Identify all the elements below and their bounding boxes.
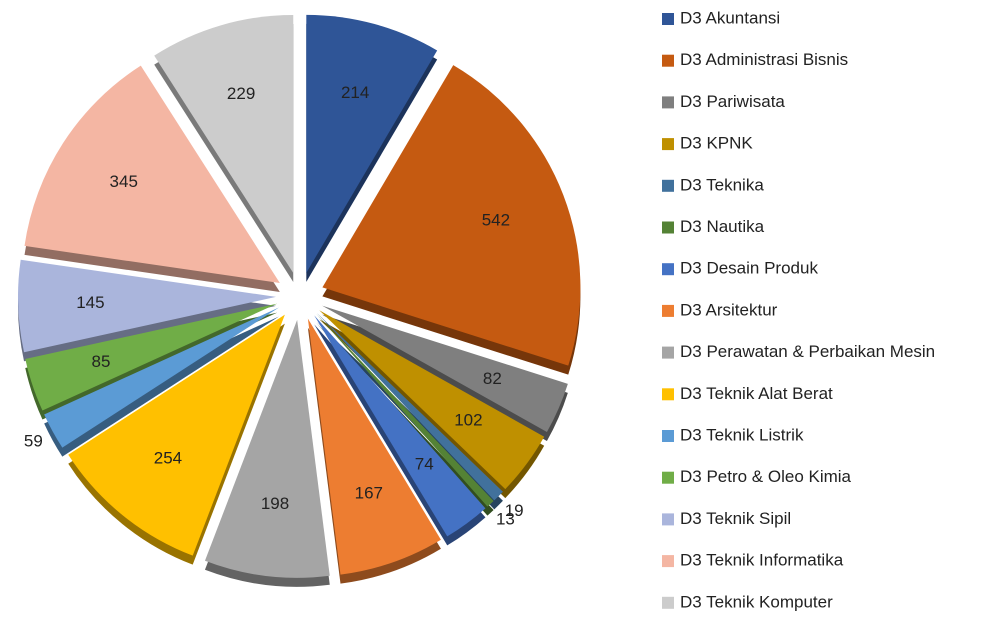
legend-swatch [662, 263, 674, 276]
legend-label: D3 Perawatan & Perbaikan Mesin [680, 342, 935, 361]
legend-label: D3 Nautika [680, 217, 765, 236]
slice [314, 315, 486, 537]
slice [24, 65, 280, 283]
slice-depth [322, 314, 568, 441]
legend-swatch [662, 555, 674, 568]
legend-label: D3 Akuntansi [680, 8, 780, 27]
slice [319, 310, 545, 490]
data-label: 145 [76, 293, 104, 312]
data-label: 345 [110, 172, 138, 191]
data-label: 13 [496, 510, 515, 529]
legend-swatch [662, 388, 674, 401]
data-label: 19 [505, 501, 524, 520]
slice [154, 14, 294, 273]
legend-swatch [662, 346, 674, 359]
data-label: 542 [482, 211, 510, 230]
data-label: 254 [154, 448, 182, 467]
slice [204, 319, 330, 578]
legend-label: D3 Teknik Alat Berat [680, 384, 833, 403]
slice [316, 313, 494, 507]
legend-label: D3 Pariwisata [680, 92, 785, 111]
data-label: 85 [92, 352, 111, 371]
legend-swatch [662, 596, 674, 609]
legend-swatch [662, 54, 674, 67]
legend-swatch [662, 513, 674, 526]
legend-label: D3 Desain Produk [680, 259, 818, 278]
legend-swatch [662, 221, 674, 234]
data-label: 74 [415, 455, 434, 474]
legend-swatch [662, 430, 674, 442]
slice [307, 318, 441, 575]
data-label: 198 [261, 494, 289, 513]
slice [316, 313, 503, 501]
slice-depth [44, 316, 279, 457]
legend-swatch [662, 96, 674, 109]
slice [18, 259, 277, 353]
legend-label: D3 Teknik Informatika [680, 551, 844, 570]
legend-swatch [662, 138, 674, 151]
data-label: 59 [24, 431, 43, 450]
legend-swatch [662, 304, 674, 317]
legend-label: D3 Teknik Sipil [680, 509, 791, 528]
legend-label: D3 Administrasi Bisnis [680, 50, 848, 69]
slice [68, 314, 285, 556]
slice [44, 307, 279, 448]
legend-label: D3 KPNK [680, 134, 753, 153]
slice [322, 305, 568, 432]
legend-label: D3 Arsitektur [680, 300, 778, 319]
legend-label: D3 Petro & Oleo Kimia [680, 467, 852, 486]
data-label: 82 [483, 369, 502, 388]
legend-swatch [662, 13, 674, 25]
legend-label: D3 Teknika [680, 175, 764, 194]
slice [306, 14, 438, 273]
data-label: 102 [454, 411, 482, 430]
legend-swatch [662, 471, 674, 484]
slice [25, 303, 278, 411]
data-label: 229 [227, 84, 255, 103]
data-label: 214 [341, 83, 369, 102]
data-label: 167 [355, 484, 383, 503]
legend-label: D3 Teknik Listrik [680, 425, 804, 444]
legend-label: D3 Teknik Komputer [680, 592, 833, 611]
slice [322, 65, 581, 366]
legend-swatch [662, 179, 674, 192]
